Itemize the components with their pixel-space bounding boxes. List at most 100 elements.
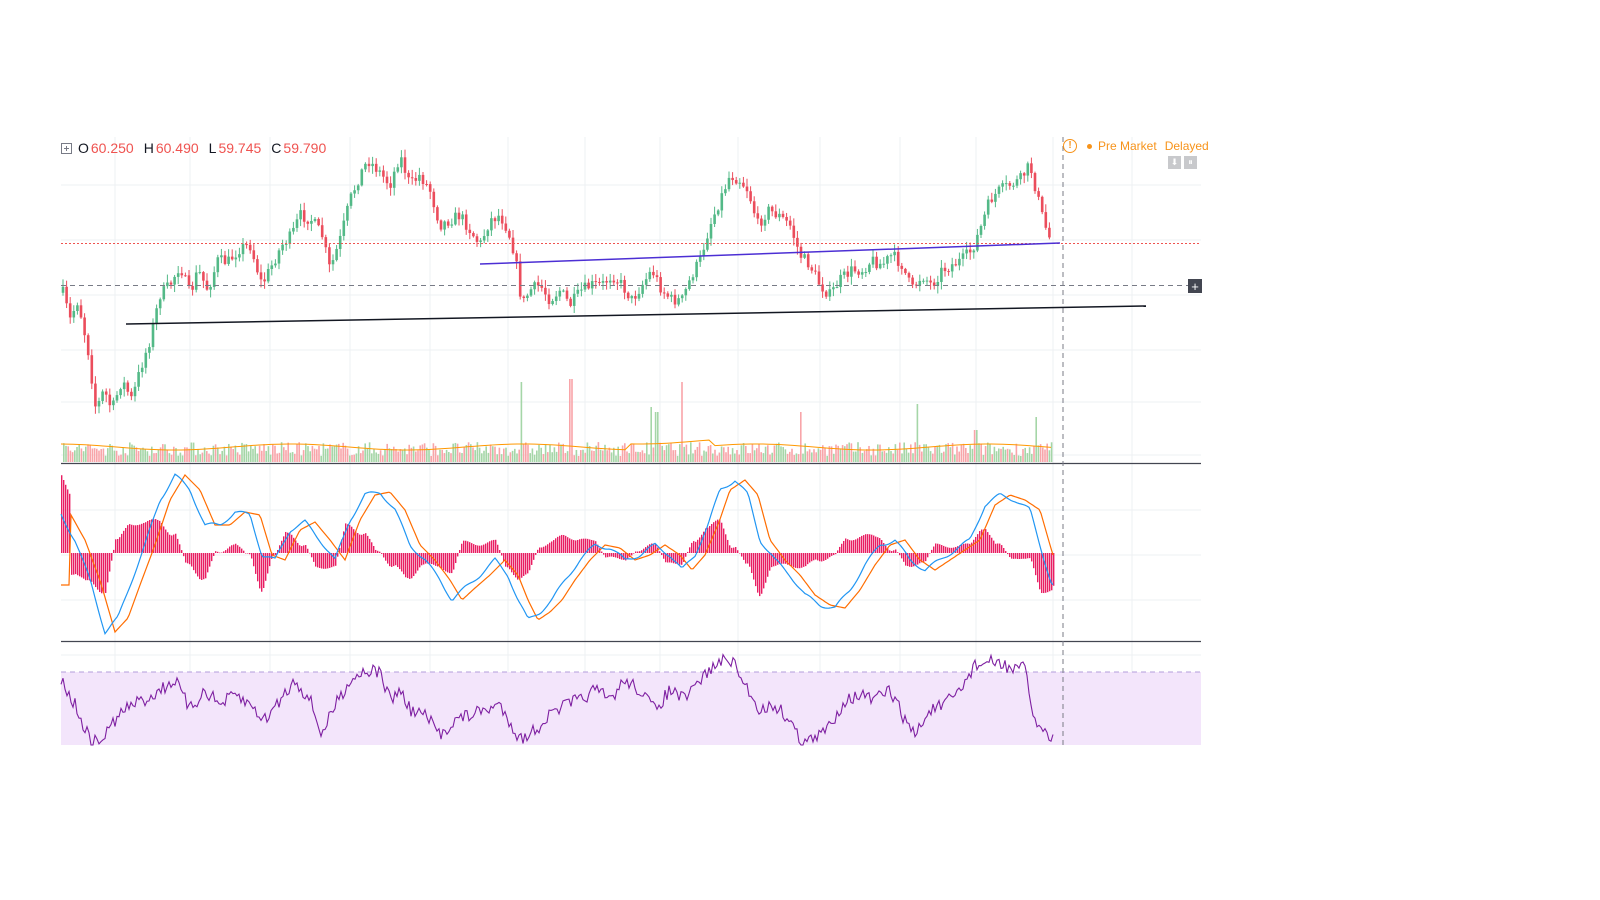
candle-body: [101, 391, 104, 401]
candle-body: [245, 244, 248, 246]
candle-body: [709, 223, 713, 239]
macd-histogram-bar: [1051, 553, 1053, 591]
candle-body: [875, 256, 878, 269]
candle-body: [490, 218, 493, 231]
macd-histogram-bar: [863, 535, 865, 553]
macd-histogram-bar: [1043, 553, 1045, 594]
volume-bar: [767, 445, 769, 462]
volume-bar: [487, 452, 490, 462]
volume-bar: [685, 444, 688, 462]
macd-histogram-bar: [541, 547, 543, 553]
macd-histogram-bar: [965, 543, 967, 553]
volume-bar: [595, 445, 597, 462]
macd-histogram-bar: [1033, 553, 1035, 569]
volume-bar: [353, 454, 355, 462]
candle-body: [655, 275, 659, 278]
macd-histogram-bar: [625, 553, 627, 561]
macd-histogram-bar: [803, 553, 805, 567]
volume-bar: [602, 450, 604, 462]
macd-histogram-bar: [73, 553, 75, 575]
volume-bar: [905, 449, 908, 462]
macd-histogram-bar: [997, 543, 999, 553]
add-price-alert-button[interactable]: +: [1188, 279, 1202, 293]
candle-body: [61, 286, 65, 293]
volume-bar: [835, 444, 837, 462]
volume-bar: [340, 448, 342, 462]
macd-histogram-bar: [993, 540, 995, 553]
volume-bar: [1015, 443, 1018, 462]
pause-button[interactable]: ⏸: [1184, 156, 1197, 169]
macd-histogram-bar: [623, 553, 625, 560]
volume-bar: [80, 448, 83, 462]
macd-histogram-bar: [215, 551, 217, 553]
volume-bar: [379, 450, 382, 462]
macd-histogram-bar: [263, 553, 265, 589]
volume-bar: [124, 453, 127, 462]
volume-bar: [465, 444, 468, 462]
macd-histogram-bar: [183, 553, 185, 557]
expand-legend-icon[interactable]: [61, 142, 72, 154]
candle-body: [558, 290, 562, 297]
annotation-lines: [61, 137, 1201, 745]
volume-bar: [217, 447, 219, 462]
candle-body: [432, 191, 436, 208]
macd-histogram-bar: [385, 553, 387, 561]
volume-bar: [885, 452, 888, 462]
volume-bar: [571, 379, 573, 462]
volume-bar: [397, 451, 399, 462]
volume-bar: [657, 412, 659, 462]
volume-bar: [305, 443, 307, 462]
macd-histogram-bar: [517, 553, 519, 580]
candle-body: [1019, 173, 1022, 180]
candle-body: [259, 272, 263, 280]
candle-body: [648, 271, 652, 280]
candle-body: [292, 227, 295, 232]
macd-histogram-bar: [1049, 553, 1051, 592]
volume-bar: [115, 450, 118, 462]
volume-bar: [258, 445, 261, 462]
candle-body: [313, 218, 317, 221]
macd-histogram-bar: [291, 534, 293, 553]
macd-histogram-bar: [861, 535, 863, 553]
macd-histogram-bar: [913, 553, 915, 567]
macd-histogram-bar: [305, 545, 307, 553]
candle-body: [846, 271, 850, 277]
volume-bar: [617, 446, 619, 462]
macd-histogram-bar: [609, 553, 611, 557]
volume-bar: [1013, 454, 1015, 462]
macd-histogram-bar: [847, 539, 849, 553]
macd-histogram-bar: [365, 533, 367, 553]
candle-body: [194, 272, 198, 290]
macd-histogram-bar: [897, 552, 899, 553]
volume-bar: [764, 446, 767, 462]
candle-body: [533, 282, 536, 290]
scroll-down-button[interactable]: ⬇: [1168, 156, 1181, 169]
warning-icon[interactable]: !: [1063, 139, 1077, 153]
macd-histogram-bar: [677, 553, 679, 565]
macd-histogram-bar: [633, 553, 635, 554]
volume-bar: [929, 451, 932, 462]
volume-bar: [335, 444, 338, 462]
candle-body: [630, 296, 634, 299]
candle-body: [598, 281, 601, 283]
macd-histogram-bar: [383, 553, 385, 558]
open-label: O: [78, 140, 89, 156]
volume-bar: [925, 444, 927, 462]
volume-bar: [615, 455, 617, 462]
macd-histogram-bar: [453, 553, 455, 570]
volume-bar: [771, 452, 773, 462]
candle-body: [572, 293, 576, 306]
volume-bar: [375, 452, 377, 462]
macd-histogram-bar: [431, 553, 433, 565]
candle-body: [238, 254, 241, 258]
macd-histogram-bar: [781, 553, 783, 564]
volume-bar: [984, 446, 987, 462]
volume-bar: [580, 450, 582, 462]
macd-histogram-bar: [1017, 553, 1019, 559]
candle-body: [331, 260, 335, 265]
volume-bar: [74, 450, 76, 462]
macd-histogram-bar: [669, 553, 671, 563]
ohlc-legend: O 60.250 H 60.490 L 59.745 C 59.790: [61, 140, 326, 156]
